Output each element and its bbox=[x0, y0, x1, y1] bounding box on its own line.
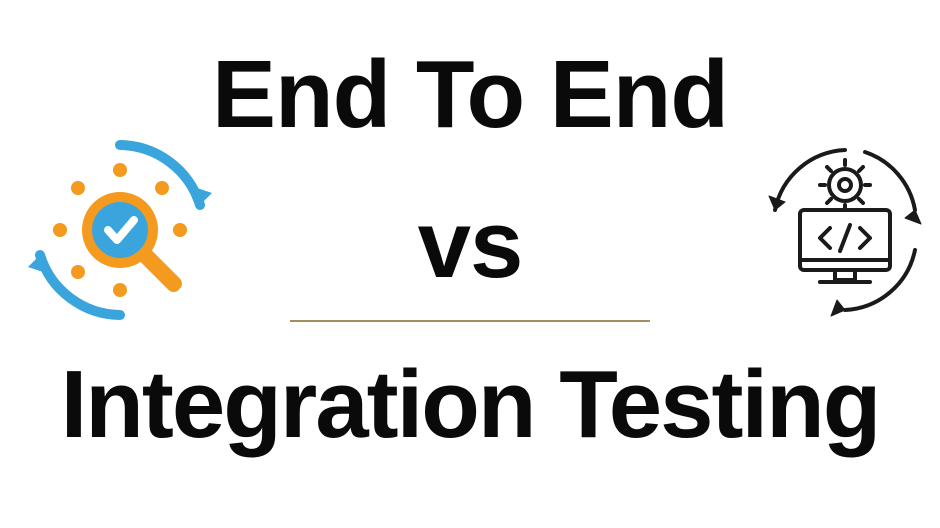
title-line-3: Integration Testing bbox=[0, 350, 940, 460]
integration-gear-monitor-icon bbox=[755, 130, 935, 330]
magnifier-check-cycle-icon bbox=[20, 130, 220, 330]
divider-line bbox=[290, 320, 650, 322]
infographic-container: End To End vs Integration Testing bbox=[0, 0, 940, 528]
